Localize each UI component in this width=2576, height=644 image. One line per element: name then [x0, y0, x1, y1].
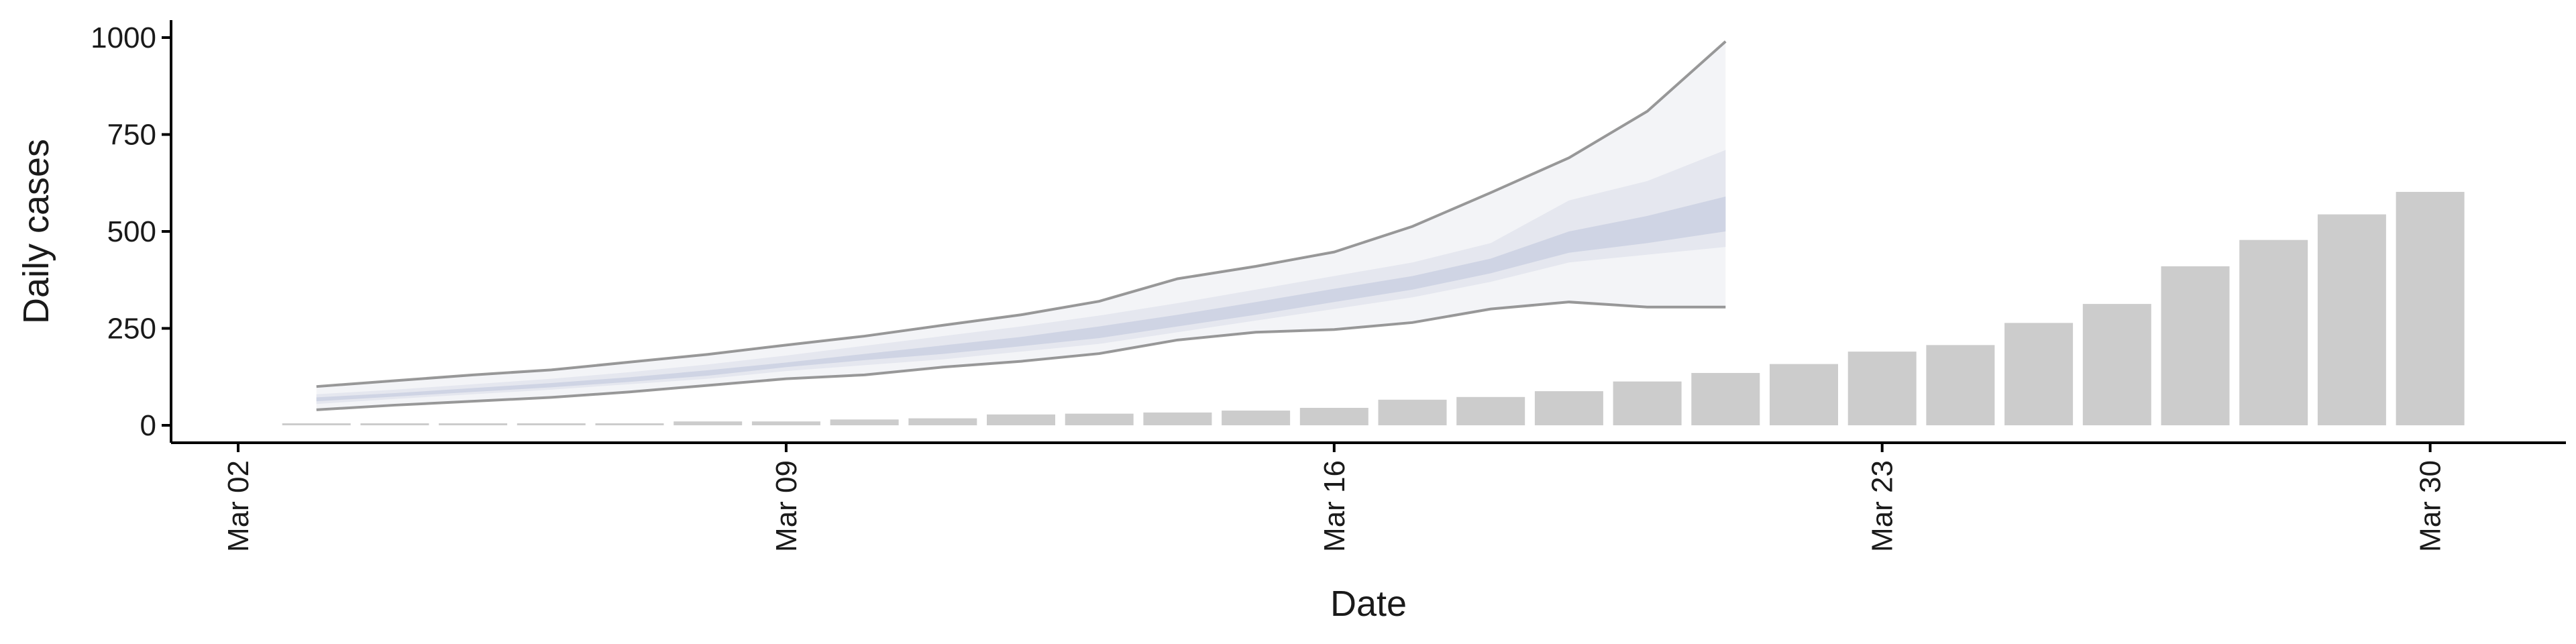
bar [1613, 381, 1682, 425]
bar [1065, 413, 1134, 425]
bar [1534, 391, 1603, 425]
y-tick-label: 750 [107, 119, 156, 152]
bar [1770, 364, 1838, 425]
bars-layer [282, 192, 2465, 425]
forecast-lower-line [316, 301, 1726, 411]
x-tick-label: Mar 02 [222, 460, 255, 552]
x-axis-title: Date [1330, 584, 1407, 624]
bar [1456, 396, 1525, 425]
bar [595, 423, 664, 425]
bar [674, 421, 743, 425]
y-tick-label: 500 [107, 215, 156, 248]
forecast-band-outer [316, 41, 1726, 410]
bar [1143, 412, 1212, 425]
bar [2239, 239, 2308, 425]
bar [517, 423, 586, 425]
y-tick-label: 0 [140, 409, 156, 442]
y-tick-label: 1000 [91, 21, 156, 54]
ticks-layer: 0 250 500 750 1000 Mar 02 Mar 09 Mar 16 Mar 23 Ma… [91, 21, 2447, 552]
bar [987, 414, 1055, 425]
bar [908, 418, 977, 425]
bar [1847, 352, 1917, 425]
x-tick-label: Mar 30 [2414, 460, 2447, 552]
bar [282, 423, 351, 425]
bar [1926, 345, 1995, 425]
bar [360, 423, 429, 425]
x-tick-label: Mar 16 [1318, 460, 1351, 552]
bar [439, 423, 508, 425]
bar [751, 421, 820, 425]
bar [2396, 192, 2465, 425]
bar [1691, 372, 1760, 425]
bar [1299, 407, 1368, 425]
y-axis-title: Daily cases [16, 139, 56, 324]
bar [1378, 399, 1447, 425]
bar [2004, 323, 2074, 425]
bar [2082, 304, 2151, 425]
y-tick-label: 250 [107, 312, 156, 345]
bar [2317, 214, 2386, 425]
bar [830, 419, 899, 425]
x-tick-label: Mar 23 [1866, 460, 1899, 552]
bar [2161, 266, 2230, 425]
forecast-layer [316, 40, 1727, 411]
x-tick-label: Mar 09 [770, 460, 803, 552]
forecast-upper-line [316, 40, 1727, 388]
bar [1222, 411, 1291, 425]
